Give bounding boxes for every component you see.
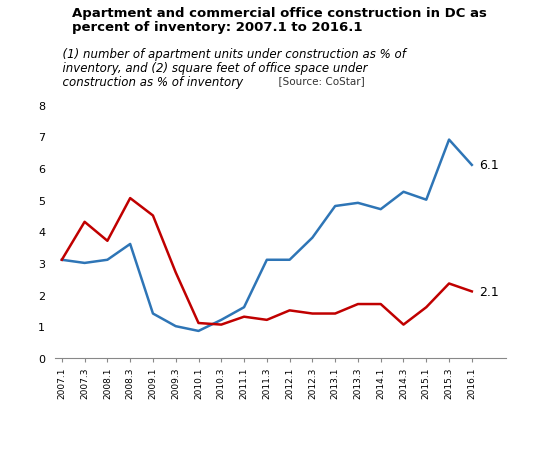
Text: inventory, and (2) square feet of office space under: inventory, and (2) square feet of office… xyxy=(55,62,367,75)
Apartments xyxy=(446,138,452,143)
Office space xyxy=(150,213,156,219)
Office space xyxy=(81,219,88,225)
Apartments xyxy=(104,257,111,263)
Office space xyxy=(469,289,475,295)
Office space xyxy=(218,322,224,328)
Text: Apartment and commercial office construction in DC as: Apartment and commercial office construc… xyxy=(72,7,486,20)
Office space xyxy=(355,302,361,307)
Apartments xyxy=(355,201,361,206)
Apartments xyxy=(172,324,179,329)
Apartments xyxy=(332,204,338,209)
Office space xyxy=(104,239,111,244)
Text: 2.1: 2.1 xyxy=(478,285,498,298)
Apartments xyxy=(241,305,248,310)
Text: percent of inventory: 2007.1 to 2016.1: percent of inventory: 2007.1 to 2016.1 xyxy=(72,21,362,34)
Office space xyxy=(423,305,430,310)
Apartments xyxy=(469,163,475,168)
Text: construction as % of inventory: construction as % of inventory xyxy=(55,76,243,89)
Apartments xyxy=(195,329,202,334)
Office space xyxy=(446,281,452,286)
Line: Office space: Office space xyxy=(62,199,472,325)
Apartments xyxy=(218,318,224,323)
Apartments xyxy=(81,261,88,266)
Apartments xyxy=(58,257,65,263)
Apartments xyxy=(377,207,384,213)
Apartments xyxy=(263,257,270,263)
Apartments xyxy=(423,197,430,203)
Apartments xyxy=(287,257,293,263)
Office space xyxy=(127,196,134,202)
Apartments xyxy=(150,311,156,317)
Office space xyxy=(263,318,270,323)
Apartments xyxy=(309,235,316,241)
Office space xyxy=(400,322,407,328)
Office space xyxy=(287,308,293,313)
Office space xyxy=(332,311,338,317)
Office space xyxy=(58,257,65,263)
Apartments xyxy=(400,190,407,195)
Office space xyxy=(377,302,384,307)
Apartments xyxy=(127,241,134,247)
Office space xyxy=(309,311,316,317)
Text: 6.1: 6.1 xyxy=(478,159,498,172)
Office space xyxy=(195,320,202,326)
Office space xyxy=(172,270,179,275)
Text: (1) number of apartment units under construction as % of: (1) number of apartment units under cons… xyxy=(55,48,406,61)
Text: [Source: CoStar]: [Source: CoStar] xyxy=(272,76,365,86)
Line: Apartments: Apartments xyxy=(62,140,472,331)
Office space xyxy=(241,314,248,320)
